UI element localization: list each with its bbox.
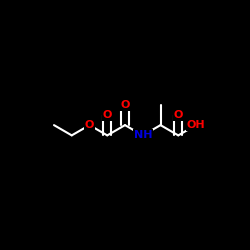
Text: O: O [120, 100, 130, 110]
Text: O: O [85, 120, 94, 130]
Text: O: O [102, 110, 112, 120]
Text: O: O [174, 110, 183, 120]
Text: OH: OH [187, 120, 205, 130]
Text: NH: NH [134, 130, 152, 140]
